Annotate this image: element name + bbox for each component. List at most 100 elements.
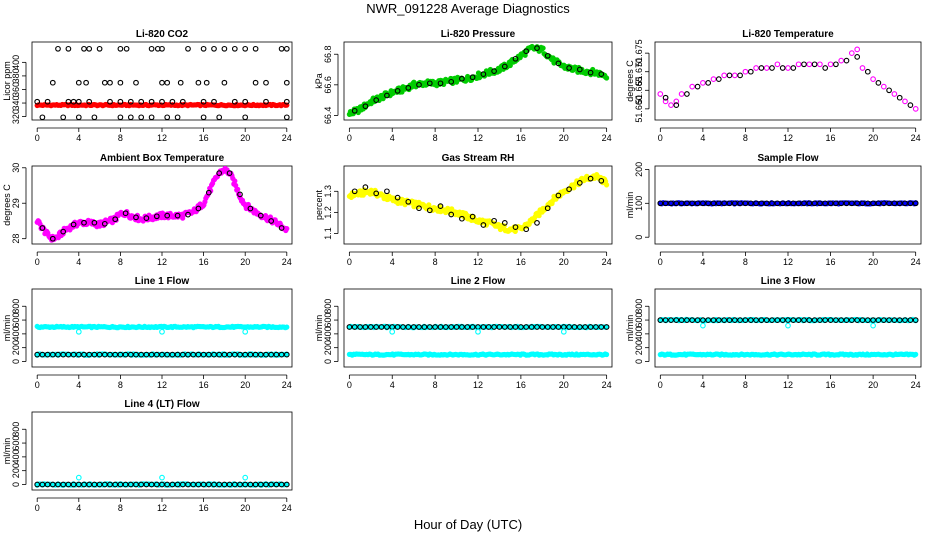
x-tick-label: 0 — [347, 380, 352, 390]
series-ppm-419-point — [211, 45, 217, 52]
series-ppm-419-point — [123, 45, 130, 52]
series-avg-point — [351, 107, 358, 114]
series-avg-point — [133, 351, 139, 358]
y-tick-label: 1.1 — [323, 227, 333, 240]
x-tick-label: 8 — [433, 257, 438, 267]
series-avg-point — [880, 317, 887, 323]
series-ppm-370-point — [159, 79, 165, 86]
series-avg-point — [731, 200, 738, 207]
x-tick-label: 24 — [911, 257, 921, 267]
series-avg-point — [523, 324, 530, 330]
series-avg-point — [779, 317, 786, 323]
series-ppm-419-point — [86, 45, 93, 52]
series-avg-point — [534, 324, 540, 330]
series-avg-point — [190, 351, 197, 358]
series-avg-point — [185, 481, 191, 488]
panel-title: Li-820 CO2 — [136, 29, 189, 40]
series-layer — [346, 323, 610, 358]
series-avg-point — [55, 481, 61, 488]
x-tick-label: 8 — [118, 380, 123, 390]
series-ppm-319-point — [242, 114, 249, 120]
y-tick-label: 600 — [323, 313, 333, 328]
x-tick-label: 4 — [700, 257, 705, 267]
series-avg-point — [101, 351, 108, 358]
series-avg-point — [598, 324, 605, 330]
series-avg-point — [710, 317, 717, 323]
series-avg-point — [44, 481, 51, 488]
series-avg-point — [268, 481, 275, 488]
series-avg-point — [742, 200, 749, 207]
y-axis-label: kPa — [314, 73, 324, 89]
series-avg-point — [678, 317, 685, 323]
series-avg-point — [34, 481, 41, 488]
series-avg-point — [101, 220, 108, 227]
series-avg-point — [179, 351, 186, 358]
series-avg-point — [185, 211, 191, 218]
series-avg-point — [912, 200, 919, 207]
x-tick-label: 0 — [347, 133, 352, 143]
series-avg-point — [491, 217, 497, 224]
series-ppm-345-point — [148, 98, 155, 105]
x-tick-label: 24 — [282, 380, 292, 390]
series-avg-point — [464, 324, 471, 330]
series-avg-point — [459, 324, 465, 330]
series-avg-point — [859, 200, 866, 207]
series-avg-point — [405, 198, 412, 205]
x-tick-label: 12 — [157, 503, 167, 513]
series-layer — [657, 46, 919, 112]
series-avg-point — [854, 317, 861, 323]
y-tick-label: 800 — [634, 299, 644, 314]
series-avg-point — [817, 317, 823, 323]
series-avg-point — [200, 481, 207, 488]
panel-li-820-pressure: Li-820 Pressure kPa 0 4 8 12 16 20 24 66.4 66.6 66.… — [314, 29, 613, 143]
series-avg-point — [902, 200, 908, 207]
series-raw-point — [912, 106, 919, 112]
series-ppm-345-point — [200, 98, 207, 105]
series-raw-point — [235, 186, 241, 192]
series-avg-point — [485, 324, 492, 330]
panel-sample-flow: Sample Flow ml/min 0 4 8 12 16 20 24 0 100 200 — [625, 153, 922, 267]
series-avg-point — [195, 481, 202, 488]
series-avg-point — [886, 317, 892, 323]
series-avg-point — [512, 324, 519, 330]
series-ppm-319-point — [75, 114, 82, 120]
series-avg-point — [822, 65, 829, 71]
series-avg-point — [143, 351, 150, 358]
y-tick-label: 400 — [323, 326, 333, 341]
series-avg-point — [726, 317, 733, 323]
x-tick-label: 24 — [282, 133, 292, 143]
series-dips-point — [75, 328, 82, 335]
series-avg-point — [491, 324, 497, 330]
x-tick-label: 12 — [473, 380, 483, 390]
series-avg-point — [400, 324, 406, 330]
series-avg-point — [870, 200, 876, 207]
series-raw-point — [742, 68, 749, 75]
series-avg-point — [112, 481, 119, 488]
series-avg-point — [896, 317, 903, 323]
series-raw-point — [284, 226, 290, 232]
series-avg-point — [689, 317, 696, 323]
panel-gas-stream-rh: Gas Stream RH percent 0 4 8 12 16 20 24 1.1 1.2 1.3 — [314, 153, 613, 267]
series-avg-point — [39, 351, 46, 358]
series-avg-point — [148, 351, 155, 358]
y-axis-label: Licor ppm — [2, 61, 12, 101]
y-tick-label: 66.8 — [323, 45, 333, 63]
series-ppm-370-point — [252, 79, 259, 86]
series-ppm-370-point — [195, 79, 202, 86]
y-tick-label: 800 — [323, 299, 333, 314]
y-tick-label: 600 — [11, 436, 21, 451]
series-ppm-345-point — [70, 98, 77, 105]
y-tick-label: 400 — [634, 326, 644, 341]
x-tick-label: 16 — [516, 380, 526, 390]
series-avg-point — [268, 351, 275, 358]
series-avg-point — [55, 351, 61, 358]
series-avg-point — [127, 351, 134, 358]
series-avg-point — [726, 200, 733, 207]
series-avg-point — [668, 317, 674, 323]
series-raw-point — [763, 65, 770, 71]
series-ppm-419-point — [283, 45, 290, 52]
series-ppm-419-point — [81, 45, 87, 52]
series-avg-point — [827, 317, 834, 323]
panel-title: Li-820 Temperature — [742, 29, 834, 40]
